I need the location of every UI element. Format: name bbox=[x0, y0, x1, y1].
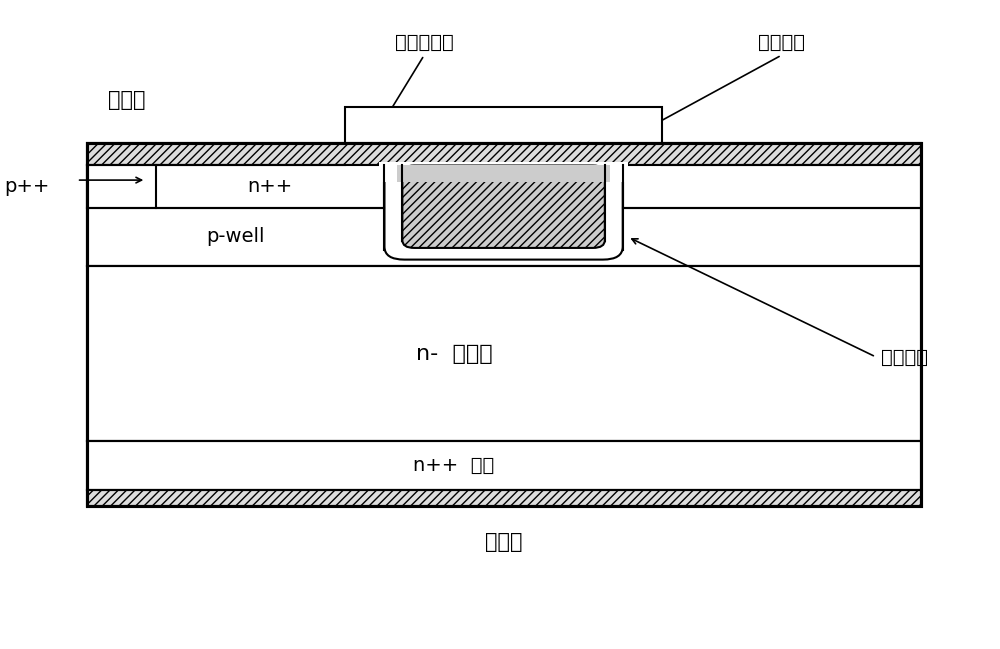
Bar bbox=[87, 165, 921, 266]
Text: n++: n++ bbox=[248, 177, 293, 196]
Bar bbox=[345, 107, 662, 143]
Bar bbox=[379, 162, 628, 182]
Bar bbox=[397, 165, 610, 182]
Text: p++: p++ bbox=[4, 177, 50, 196]
Bar bbox=[87, 441, 921, 490]
Text: 漏电极: 漏电极 bbox=[485, 532, 522, 552]
Text: 栅氧化层: 栅氧化层 bbox=[881, 347, 928, 367]
Text: n++  衬底: n++ 衬底 bbox=[413, 456, 495, 475]
Text: 多晶硅栅: 多晶硅栅 bbox=[758, 33, 805, 52]
Text: p-well: p-well bbox=[206, 227, 265, 247]
Text: 隔离钝化层: 隔离钝化层 bbox=[395, 33, 454, 52]
Text: 源电极: 源电极 bbox=[108, 90, 145, 110]
Bar bbox=[623, 165, 921, 208]
Text: n-  漂移层: n- 漂移层 bbox=[416, 344, 492, 363]
Bar bbox=[87, 165, 384, 208]
FancyBboxPatch shape bbox=[384, 165, 623, 260]
Bar bbox=[87, 490, 921, 506]
Bar bbox=[87, 266, 921, 441]
FancyBboxPatch shape bbox=[402, 165, 605, 248]
Bar bbox=[87, 143, 921, 506]
Bar bbox=[87, 143, 921, 165]
